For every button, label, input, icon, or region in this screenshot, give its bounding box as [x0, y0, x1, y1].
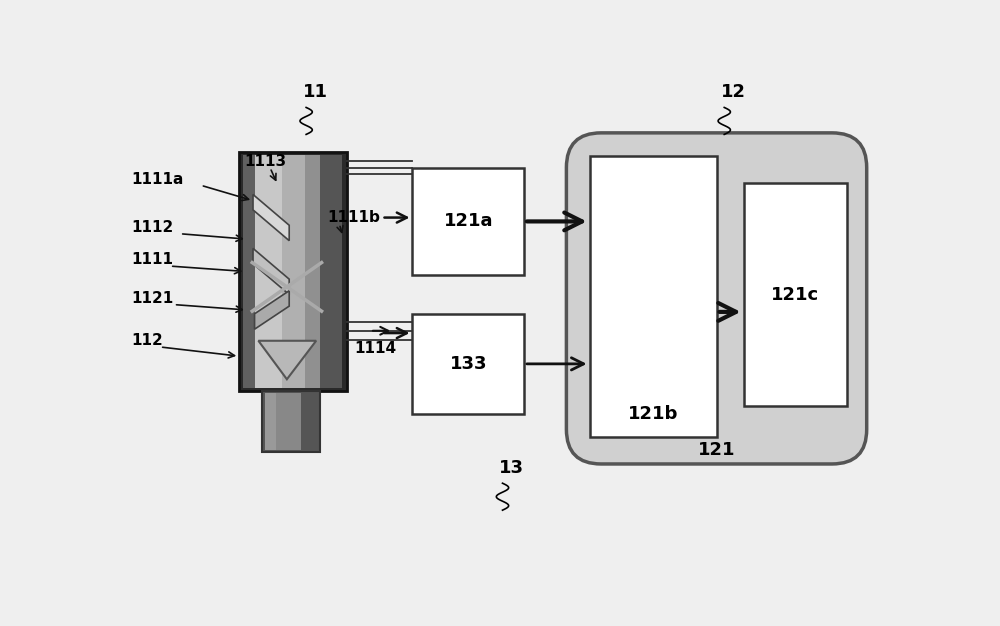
- Text: 1121: 1121: [131, 291, 174, 306]
- FancyBboxPatch shape: [282, 155, 305, 387]
- Text: 121: 121: [698, 441, 735, 459]
- FancyBboxPatch shape: [243, 155, 255, 387]
- Text: 112: 112: [131, 333, 163, 348]
- Text: 1111: 1111: [131, 252, 173, 267]
- Polygon shape: [255, 290, 289, 329]
- FancyBboxPatch shape: [566, 133, 867, 464]
- Polygon shape: [253, 195, 289, 240]
- Text: 11: 11: [303, 83, 328, 101]
- FancyBboxPatch shape: [412, 314, 524, 414]
- Text: 12: 12: [721, 83, 746, 101]
- FancyBboxPatch shape: [320, 155, 342, 387]
- Text: 1112: 1112: [131, 220, 174, 235]
- FancyBboxPatch shape: [255, 155, 282, 387]
- Text: 133: 133: [449, 355, 487, 373]
- FancyBboxPatch shape: [412, 168, 524, 275]
- Text: 1111a: 1111a: [131, 172, 184, 187]
- Text: 13: 13: [499, 459, 524, 477]
- Polygon shape: [258, 341, 316, 379]
- Text: 121c: 121c: [771, 285, 820, 304]
- FancyBboxPatch shape: [239, 152, 347, 391]
- FancyBboxPatch shape: [590, 156, 717, 437]
- Text: 121a: 121a: [443, 212, 493, 230]
- FancyBboxPatch shape: [744, 183, 847, 406]
- Polygon shape: [253, 249, 289, 295]
- FancyBboxPatch shape: [262, 391, 320, 453]
- FancyBboxPatch shape: [276, 393, 301, 450]
- Text: 121b: 121b: [628, 405, 678, 423]
- FancyBboxPatch shape: [305, 155, 320, 387]
- Text: 1113: 1113: [245, 154, 287, 169]
- Text: 1111b: 1111b: [328, 210, 381, 225]
- FancyBboxPatch shape: [265, 393, 276, 450]
- Text: 1114: 1114: [355, 341, 397, 356]
